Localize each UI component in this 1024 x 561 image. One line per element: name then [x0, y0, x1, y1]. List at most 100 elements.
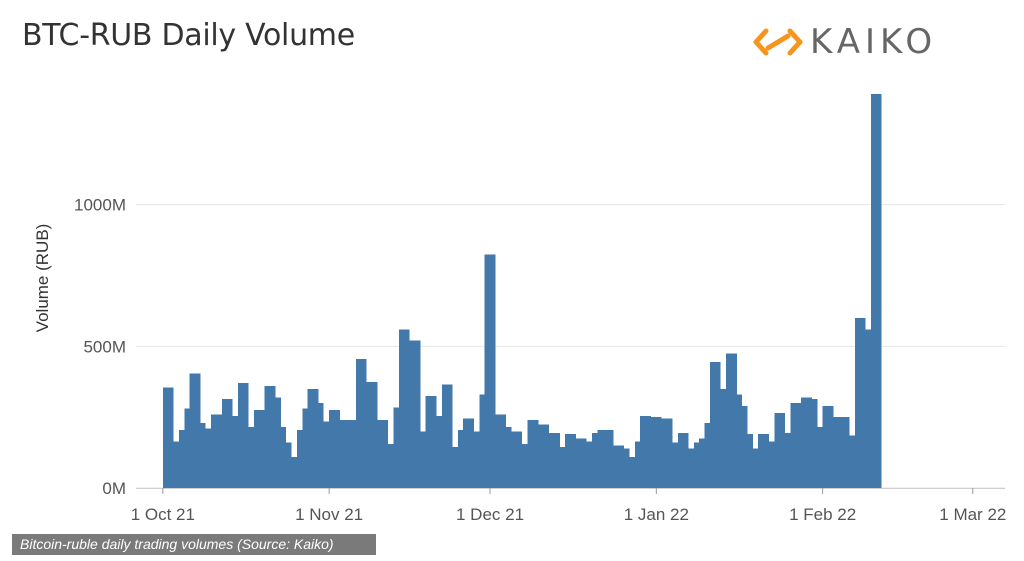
volume-bar: [597, 429, 603, 488]
volume-bar: [184, 408, 190, 488]
volume-bar: [473, 431, 480, 488]
volume-bar: [511, 431, 517, 488]
volume-bar: [420, 431, 426, 488]
volume-bar: [640, 415, 646, 488]
volume-bar: [431, 395, 437, 488]
volume-bar: [372, 381, 378, 488]
volume-bar: [189, 373, 196, 488]
volume-bar: [801, 397, 807, 488]
y-tick-label: 500M: [83, 337, 126, 356]
volume-bar: [844, 417, 850, 488]
volume-bar: [667, 418, 673, 488]
bar-chart: 0M 500M 1000M 1 Oct 21 1 Nov 21 1 Dec 21 1 Jan…: [33, 94, 1006, 524]
volume-bar: [452, 446, 458, 488]
volume-bar: [688, 448, 694, 488]
volume-bar: [323, 421, 330, 488]
volume-bar: [709, 361, 716, 488]
volume-bar: [779, 412, 786, 488]
volume-bar: [795, 403, 802, 488]
volume-bar: [726, 353, 732, 488]
volume-bar: [656, 417, 662, 488]
volume-bar: [827, 405, 834, 488]
volume-bar: [532, 420, 539, 488]
volume-bar: [608, 429, 614, 488]
volume-bar: [237, 383, 244, 488]
volume-bar: [355, 359, 362, 488]
volume-bar: [742, 405, 748, 488]
volume-bar: [865, 329, 871, 488]
y-tick-label: 1000M: [74, 196, 126, 215]
volume-bar: [768, 441, 775, 488]
volume-bar: [549, 432, 555, 488]
volume-bar: [216, 414, 222, 488]
volume-bar: [275, 397, 281, 488]
volume-bar: [854, 318, 861, 488]
volume-bar: [259, 410, 265, 488]
volume-bar: [243, 383, 249, 488]
kaiko-logo: KAIKO: [752, 22, 937, 62]
volume-bar: [500, 414, 507, 488]
volume-bar: [693, 442, 700, 488]
volume-bar: [195, 373, 201, 488]
volume-bar: [752, 448, 759, 488]
volume-bar: [554, 432, 560, 488]
volume-bar: [645, 415, 651, 488]
volume-bar: [264, 386, 271, 488]
volume-bar: [398, 329, 405, 488]
volume-bar: [602, 429, 609, 488]
volume-bar: [565, 434, 571, 488]
volume-bar: [543, 424, 550, 488]
volume-bar: [345, 420, 351, 488]
volume-bar: [388, 444, 394, 488]
axes: 0M 500M 1000M 1 Oct 21 1 Nov 21 1 Dec 21 1 Jan…: [74, 196, 1006, 524]
bars: [162, 94, 882, 489]
volume-bar: [377, 420, 383, 488]
volume-bar: [817, 427, 823, 488]
x-tick-label: 1 Mar 22: [939, 505, 1006, 524]
volume-bar: [404, 329, 410, 488]
volume-bar: [838, 417, 845, 488]
y-tick-label: 0M: [102, 479, 126, 498]
volume-bar: [575, 438, 582, 488]
volume-bar: [200, 422, 206, 488]
chart-title: BTC-RUB Daily Volume: [22, 18, 355, 53]
volume-bar: [811, 398, 818, 488]
volume-bar: [629, 456, 635, 488]
volume-bar: [758, 434, 764, 488]
volume-bar: [334, 410, 340, 488]
volume-bar: [479, 394, 485, 488]
volume-bar: [178, 429, 185, 488]
volume-bar: [581, 438, 587, 488]
volume-bar: [254, 410, 260, 488]
volume-bar: [683, 432, 689, 488]
volume-bar: [870, 94, 877, 489]
volume-bar: [736, 394, 743, 488]
kaiko-logo-icon: [753, 28, 803, 56]
volume-bar: [624, 448, 630, 488]
volume-bar: [463, 418, 469, 488]
volume-bar: [280, 427, 287, 488]
volume-bar: [618, 445, 625, 488]
volume-bar: [457, 429, 464, 488]
volume-bar: [232, 415, 238, 488]
volume-bar: [248, 427, 255, 488]
volume-bar: [506, 427, 512, 488]
x-tick-label: 1 Dec 21: [456, 505, 524, 524]
volume-bar: [790, 403, 796, 488]
x-tick-label: 1 Oct 21: [131, 505, 195, 524]
caption: Bitcoin-ruble daily trading volumes (Sou…: [12, 534, 376, 555]
volume-bar: [313, 388, 319, 488]
volume-bar: [763, 434, 769, 488]
volume-bar: [173, 441, 179, 488]
volume-bar: [361, 359, 367, 488]
volume-bar: [447, 384, 453, 488]
volume-bar: [731, 353, 737, 488]
volume-bar: [806, 397, 812, 488]
volume-bar: [168, 387, 174, 488]
volume-bar: [661, 418, 668, 488]
volume-bar: [468, 418, 474, 488]
volume-bar: [613, 445, 619, 488]
volume-bar: [677, 432, 684, 488]
volume-bar: [672, 442, 678, 488]
logo-text: KAIKO: [810, 22, 938, 62]
